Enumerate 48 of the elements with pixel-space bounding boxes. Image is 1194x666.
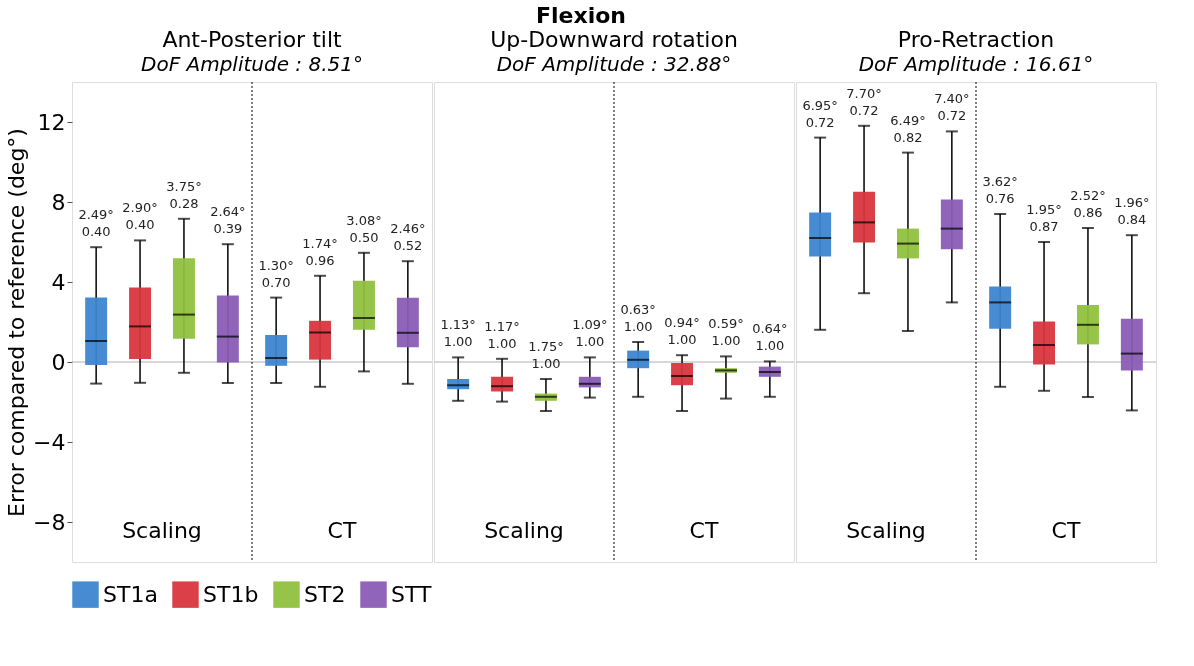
text: 6.49° 0.82 (890, 112, 926, 145)
text: 2.46° 0.52 (390, 221, 426, 254)
y-tick-label: −4 (33, 429, 66, 455)
text: 0.59° 1.00 (708, 316, 744, 349)
chart-title: Ant-Posterior tilt (162, 26, 342, 52)
y-tick-label: −8 (33, 509, 66, 535)
text: 2.90° 0.40 (122, 200, 158, 233)
text: 1.13° 1.00 (440, 317, 476, 350)
x-tick-label: CT (689, 517, 719, 543)
text: 3.75° 0.28 (166, 178, 202, 211)
x-tick-label: Scaling (846, 517, 926, 543)
y-axis-title: Error compared to reference (deg°) (4, 128, 30, 517)
text: 0.63° 1.00 (620, 302, 656, 334)
chart-title: Pro-Retraction (897, 26, 1055, 52)
text: 1.75° 1.00 (528, 339, 564, 371)
y-tick-label: 12 (37, 109, 66, 135)
text: 7.70° 0.72 (846, 85, 882, 118)
text: 2.64° 0.39 (210, 204, 246, 237)
legend-label: STT (391, 581, 433, 607)
x-tick-label: Scaling (122, 517, 202, 543)
text: 2.49° 0.40 (78, 207, 114, 240)
x-tick-label: CT (1051, 517, 1081, 543)
text: 3.62° 0.76 (982, 174, 1018, 206)
text: Flexion (536, 3, 627, 28)
text: 0.64° 1.00 (752, 321, 788, 354)
text: 1.95° 0.87 (1026, 202, 1062, 234)
chart-subtitle: DoF Amplitude : 16.61° (858, 51, 1094, 76)
chart-title: Up-Downward rotation (490, 26, 738, 52)
text: 1.09° 1.00 (572, 317, 608, 350)
text: 1.96° 0.84 (1114, 195, 1150, 228)
text: 3.08° 0.50 (346, 212, 382, 245)
chart-subtitle: DoF Amplitude : 8.51° (141, 51, 363, 76)
text: 1.17° 1.00 (484, 318, 520, 351)
legend-label: ST1b (203, 581, 259, 607)
y-tick-label: 4 (51, 269, 66, 295)
x-tick-label: Scaling (484, 517, 564, 543)
legend-label: ST1a (103, 581, 158, 607)
text: 2.52° 0.86 (1070, 188, 1106, 220)
text: 0.94° 1.00 (664, 315, 700, 348)
text: 7.40° 0.72 (934, 91, 970, 124)
x-tick-label: CT (327, 517, 357, 543)
legend-label: ST2 (304, 581, 346, 607)
text: 1.74° 0.96 (302, 235, 338, 268)
y-tick-label: 8 (51, 189, 66, 215)
text: 1.30° 0.70 (258, 257, 294, 290)
y-tick-label: 0 (51, 349, 66, 375)
text: 6.95° 0.72 (802, 97, 838, 130)
chart-subtitle: DoF Amplitude : 32.88° (496, 51, 732, 76)
